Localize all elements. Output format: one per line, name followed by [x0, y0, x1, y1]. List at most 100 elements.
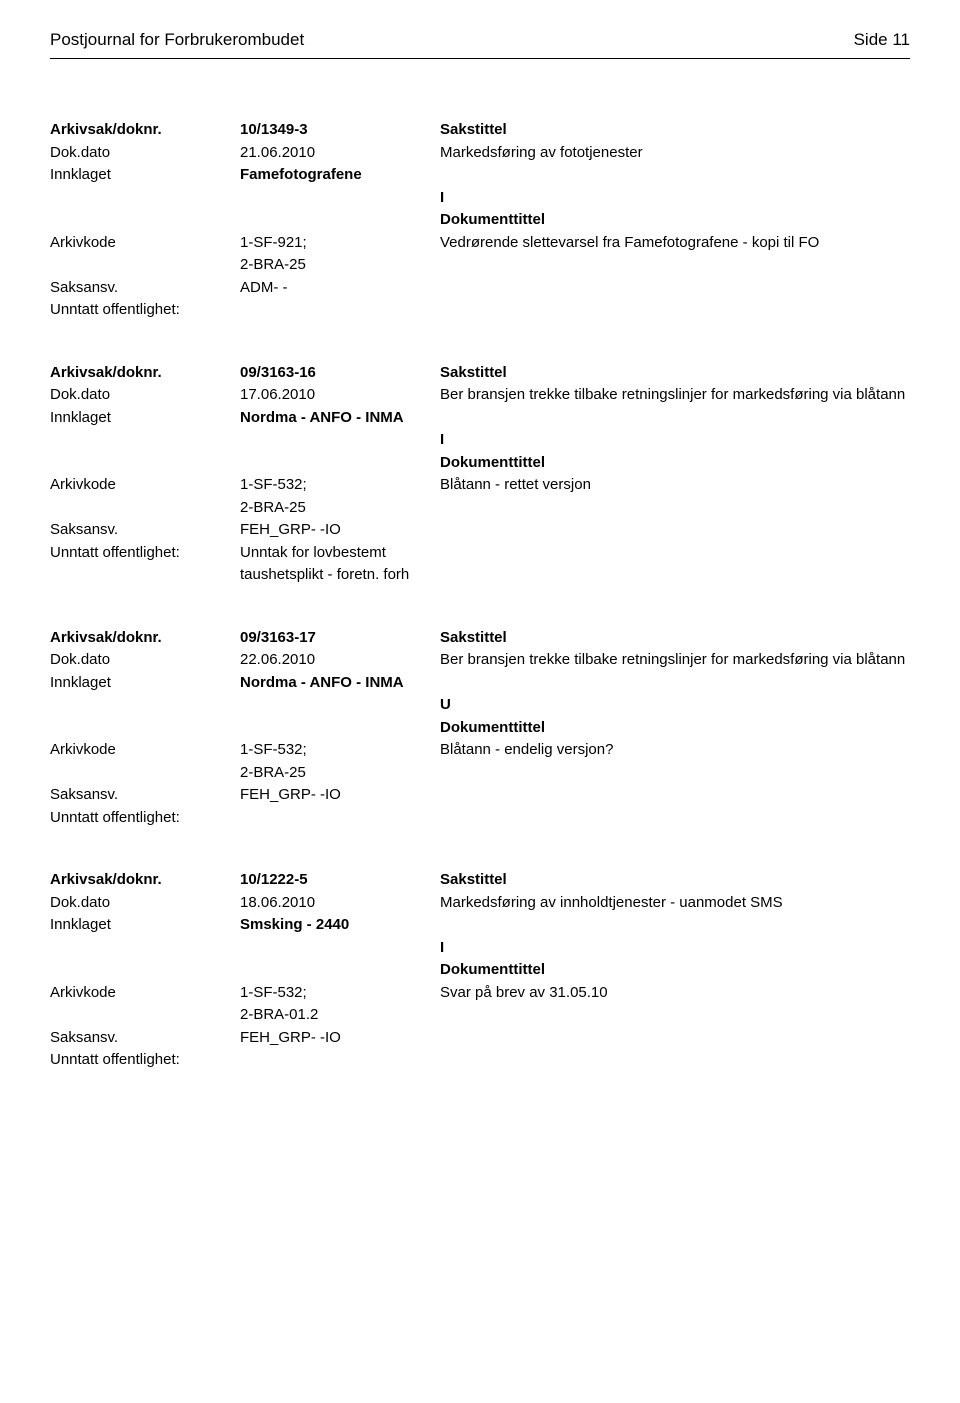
sakstittel-label: Sakstittel: [440, 119, 910, 142]
innklaget-value: Smsking - 2440: [240, 914, 440, 937]
arkivkode-value: 1-SF-532; 2-BRA-25: [240, 474, 440, 519]
record-row: Unntatt offentlighet:: [50, 1049, 910, 1072]
unntatt-label: Unntatt offentlighet:: [50, 807, 240, 830]
arkivkode-value: 1-SF-532; 2-BRA-01.2: [240, 982, 440, 1027]
sakstekst: Ber bransjen trekke tilbake retningslinj…: [440, 649, 910, 672]
sakstittel-label: Sakstittel: [440, 869, 910, 892]
dokdato-value: 22.06.2010: [240, 649, 440, 672]
header-divider: [50, 58, 910, 59]
record-row: Saksansv.FEH_GRP- -IO: [50, 784, 910, 807]
record-row: InnklagetNordma - ANFO - INMA: [50, 672, 910, 695]
sakstittel-label: Sakstittel: [440, 362, 910, 385]
doktekst: Svar på brev av 31.05.10: [440, 982, 910, 1005]
arkivsak-label: Arkivsak/doknr.: [50, 362, 240, 385]
arkivsak-label: Arkivsak/doknr.: [50, 869, 240, 892]
saksansv-label: Saksansv.: [50, 277, 240, 300]
dokumenttittel-label: Dokumenttittel: [440, 959, 910, 982]
record-row: I: [50, 429, 910, 452]
record-row: Dokumenttittel: [50, 717, 910, 740]
record-row: Arkivkode1-SF-532; 2-BRA-01.2Svar på bre…: [50, 982, 910, 1027]
sakstekst: Markedsføring av fototjenester: [440, 142, 910, 165]
innklaget-value: Famefotografene: [240, 164, 440, 187]
record-row: Unntatt offentlighet:: [50, 299, 910, 322]
record-row: InnklagetFamefotografene: [50, 164, 910, 187]
record-row: Arkivkode1-SF-532; 2-BRA-25Blåtann - end…: [50, 739, 910, 784]
saksansv-value: FEH_GRP- -IO: [240, 784, 440, 807]
saksansv-value: FEH_GRP- -IO: [240, 1027, 440, 1050]
record-row: U: [50, 694, 910, 717]
dokumenttittel-label: Dokumenttittel: [440, 209, 910, 232]
arkivsak-value: 10/1349-3: [240, 119, 440, 142]
innklaget-label: Innklaget: [50, 914, 240, 937]
record-row: Arkivkode1-SF-532; 2-BRA-25Blåtann - ret…: [50, 474, 910, 519]
dokdato-label: Dok.dato: [50, 384, 240, 407]
record-row: InnklagetSmsking - 2440: [50, 914, 910, 937]
doktekst: Blåtann - endelig versjon?: [440, 739, 910, 762]
record-row: Arkivsak/doknr.09/3163-16Sakstittel: [50, 362, 910, 385]
dokdato-value: 17.06.2010: [240, 384, 440, 407]
record: Arkivsak/doknr.09/3163-16SakstittelDok.d…: [50, 362, 910, 587]
sakstekst: Ber bransjen trekke tilbake retningslinj…: [440, 384, 910, 407]
arkivsak-label: Arkivsak/doknr.: [50, 627, 240, 650]
innklaget-label: Innklaget: [50, 672, 240, 695]
innklaget-value: Nordma - ANFO - INMA: [240, 672, 440, 695]
unntatt-label: Unntatt offentlighet:: [50, 542, 240, 565]
dokumenttittel-label: Dokumenttittel: [440, 717, 910, 740]
io-indicator: I: [440, 937, 910, 960]
dokdato-label: Dok.dato: [50, 142, 240, 165]
record-row: Dok.dato21.06.2010Markedsføring av fotot…: [50, 142, 910, 165]
doktekst: Vedrørende slettevarsel fra Famefotograf…: [440, 232, 910, 255]
record-row: Arkivkode1-SF-921; 2-BRA-25Vedrørende sl…: [50, 232, 910, 277]
record: Arkivsak/doknr.10/1349-3SakstittelDok.da…: [50, 119, 910, 322]
record-row: Arkivsak/doknr.10/1349-3Sakstittel: [50, 119, 910, 142]
arkivsak-value: 09/3163-16: [240, 362, 440, 385]
record-row: I: [50, 187, 910, 210]
doktekst: Blåtann - rettet versjon: [440, 474, 910, 497]
record-row: Saksansv.FEH_GRP- -IO: [50, 519, 910, 542]
arkivkode-label: Arkivkode: [50, 232, 240, 255]
record-row: Saksansv.FEH_GRP- -IO: [50, 1027, 910, 1050]
arkivkode-label: Arkivkode: [50, 739, 240, 762]
arkivkode-label: Arkivkode: [50, 982, 240, 1005]
record-row: Arkivsak/doknr.09/3163-17Sakstittel: [50, 627, 910, 650]
innklaget-label: Innklaget: [50, 407, 240, 430]
record-row: Dokumenttittel: [50, 452, 910, 475]
record-row: Unntatt offentlighet:: [50, 807, 910, 830]
unntatt-label: Unntatt offentlighet:: [50, 299, 240, 322]
arkivsak-label: Arkivsak/doknr.: [50, 119, 240, 142]
dokdato-label: Dok.dato: [50, 649, 240, 672]
record-row: I: [50, 937, 910, 960]
record-row: InnklagetNordma - ANFO - INMA: [50, 407, 910, 430]
record-row: Arkivsak/doknr.10/1222-5Sakstittel: [50, 869, 910, 892]
arkivkode-value: 1-SF-921; 2-BRA-25: [240, 232, 440, 277]
arkivkode-value: 1-SF-532; 2-BRA-25: [240, 739, 440, 784]
arkivsak-value: 10/1222-5: [240, 869, 440, 892]
innklaget-label: Innklaget: [50, 164, 240, 187]
saksansv-value: FEH_GRP- -IO: [240, 519, 440, 542]
arkivsak-value: 09/3163-17: [240, 627, 440, 650]
record-row: Dok.dato18.06.2010Markedsføring av innho…: [50, 892, 910, 915]
record: Arkivsak/doknr.10/1222-5SakstittelDok.da…: [50, 869, 910, 1072]
record-row: Dok.dato17.06.2010Ber bransjen trekke ti…: [50, 384, 910, 407]
dokdato-label: Dok.dato: [50, 892, 240, 915]
innklaget-value: Nordma - ANFO - INMA: [240, 407, 440, 430]
saksansv-label: Saksansv.: [50, 519, 240, 542]
record: Arkivsak/doknr.09/3163-17SakstittelDok.d…: [50, 627, 910, 830]
record-row: Unntatt offentlighet:Unntak for lovbeste…: [50, 542, 910, 587]
saksansv-label: Saksansv.: [50, 1027, 240, 1050]
record-row: Saksansv.ADM- -: [50, 277, 910, 300]
page-header: Postjournal for Forbrukerombudet Side 11: [50, 30, 910, 50]
journal-title: Postjournal for Forbrukerombudet: [50, 30, 304, 50]
io-indicator: U: [440, 694, 910, 717]
sakstekst: Markedsføring av innholdtjenester - uanm…: [440, 892, 910, 915]
io-indicator: I: [440, 187, 910, 210]
record-row: Dokumenttittel: [50, 959, 910, 982]
dokumenttittel-label: Dokumenttittel: [440, 452, 910, 475]
record-row: Dok.dato22.06.2010Ber bransjen trekke ti…: [50, 649, 910, 672]
saksansv-value: ADM- -: [240, 277, 440, 300]
page-number: Side 11: [854, 30, 910, 50]
arkivkode-label: Arkivkode: [50, 474, 240, 497]
dokdato-value: 18.06.2010: [240, 892, 440, 915]
sakstittel-label: Sakstittel: [440, 627, 910, 650]
record-row: Dokumenttittel: [50, 209, 910, 232]
